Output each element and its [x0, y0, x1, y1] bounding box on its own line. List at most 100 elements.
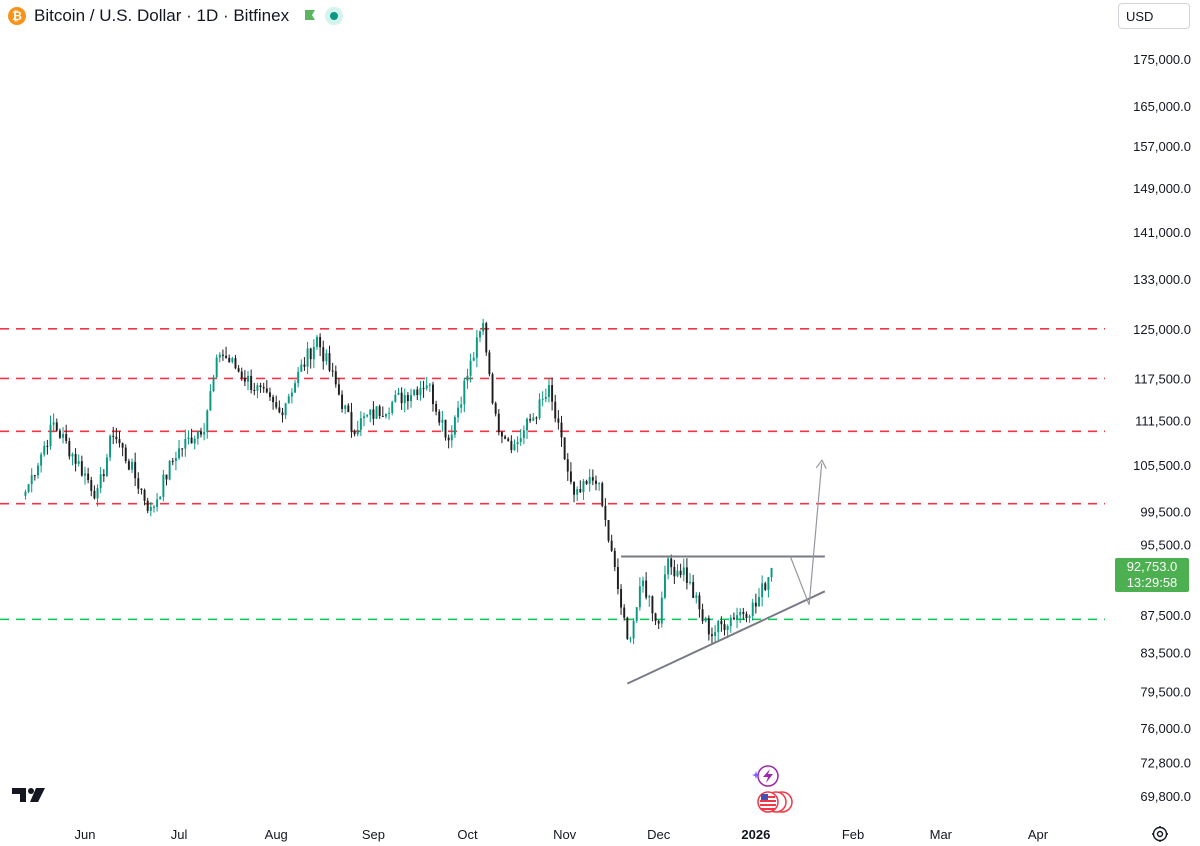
candle-body [626, 617, 629, 639]
candle-body [613, 550, 616, 567]
candle-body [635, 607, 638, 621]
candle-body [736, 615, 739, 620]
x-axis-tick-label: Nov [553, 827, 577, 842]
candle-body [80, 461, 83, 476]
candle-body [425, 385, 428, 389]
candle-body [463, 380, 466, 405]
candle [416, 386, 419, 401]
candle-body [707, 618, 710, 635]
candle-body [685, 567, 688, 583]
candle-body [519, 438, 522, 443]
candle [65, 424, 68, 444]
candle [337, 378, 340, 396]
lightning-event-icon[interactable] [752, 765, 779, 787]
candle-body [435, 404, 438, 412]
candle [610, 534, 613, 552]
candle-body [231, 358, 234, 363]
candle-body [616, 566, 619, 590]
candle [510, 435, 513, 454]
candle [475, 329, 478, 368]
candle [74, 448, 77, 472]
chart-header: ₿ Bitcoin / U.S. Dollar · 1D · Bitfinex [8, 4, 344, 28]
candle-body [262, 386, 265, 389]
candle [591, 469, 594, 486]
candle [356, 420, 359, 437]
candle [347, 403, 350, 413]
candle-body [24, 491, 27, 496]
candle-body [168, 460, 171, 480]
candle [171, 457, 174, 466]
y-axis-tick-label: 69,800.0 [1140, 789, 1191, 804]
candle-body [55, 422, 58, 431]
candle-body [472, 357, 475, 361]
candle-body [732, 617, 735, 620]
candle [685, 558, 688, 590]
candle-body [243, 377, 246, 382]
candle-body [40, 454, 43, 466]
candle-body [247, 375, 249, 382]
candle [225, 346, 228, 359]
us-economic-events-icon[interactable] [757, 791, 793, 813]
x-axis-tick-label: Dec [647, 827, 671, 842]
candle-body [71, 454, 74, 457]
candle-body [648, 596, 651, 598]
candle-body [397, 392, 400, 395]
candle-body [341, 394, 344, 409]
candle-body [99, 474, 102, 489]
candle-body [52, 422, 55, 425]
candle-body [601, 483, 604, 506]
candle [469, 353, 472, 383]
candle [604, 498, 607, 527]
candle-body [654, 613, 657, 622]
candle-body [394, 394, 397, 402]
candle [563, 437, 566, 461]
candle [745, 611, 748, 623]
candle [554, 394, 557, 423]
currency-selector[interactable]: USD [1118, 3, 1190, 29]
candle-body [604, 505, 607, 521]
candle-body [419, 388, 422, 396]
candle-body [218, 354, 221, 358]
candle-body [704, 618, 707, 622]
candle [663, 565, 666, 600]
candle-body [447, 437, 450, 441]
candle-body [96, 488, 99, 499]
settings-gear-icon[interactable] [1151, 825, 1169, 843]
candle [363, 412, 365, 427]
candle [723, 620, 726, 636]
candle [33, 474, 36, 481]
candle [632, 618, 635, 645]
candle-body [764, 583, 767, 590]
last-price-label: 92,753.0 13:29:58 [1115, 558, 1189, 592]
candle [168, 459, 171, 481]
candle-body [554, 401, 557, 419]
candle [673, 559, 676, 584]
candle [281, 407, 284, 423]
candle-body [535, 417, 538, 419]
candle-body [259, 385, 262, 387]
y-axis-tick-label: 111,500.0 [1135, 413, 1191, 428]
candle-body [156, 499, 159, 507]
candle-body [118, 439, 121, 444]
candle [620, 584, 623, 615]
symbol-title[interactable]: Bitcoin / U.S. Dollar · 1D · Bitfinex [34, 6, 290, 25]
green-flag-icon[interactable] [303, 9, 317, 23]
tradingview-logo-icon[interactable] [12, 786, 46, 804]
candle-body [146, 500, 149, 511]
candle-body [497, 413, 500, 433]
candle [689, 573, 692, 585]
candle-body [46, 445, 49, 447]
candle-body [149, 506, 152, 511]
candle [522, 425, 525, 445]
event-markers[interactable] [752, 764, 798, 816]
candle-body [334, 371, 337, 385]
candle [112, 426, 115, 445]
candle-body [500, 432, 503, 437]
candle [651, 595, 654, 622]
candle [275, 395, 278, 410]
candle-body [566, 459, 569, 472]
candle-body [453, 417, 456, 435]
candle [635, 607, 638, 623]
candle-body [598, 483, 601, 485]
